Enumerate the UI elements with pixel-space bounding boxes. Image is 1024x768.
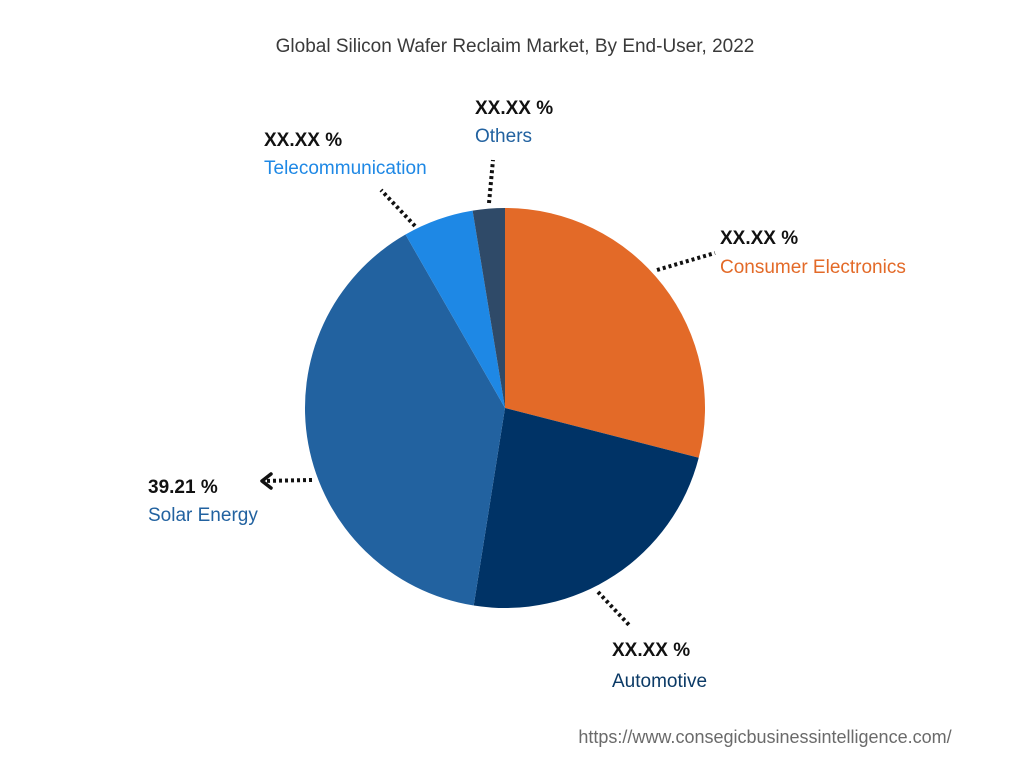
leader-line-consumer-electronics xyxy=(656,251,716,272)
chart-title: Global Silicon Wafer Reclaim Market, By … xyxy=(276,36,755,57)
pie-slice-telecommunication xyxy=(405,210,505,408)
leader-line-solar-energy xyxy=(261,478,313,483)
leader-arrow-icon xyxy=(260,472,273,490)
leader-lines xyxy=(260,159,716,628)
pie-slice-solar-energy xyxy=(304,234,505,606)
pie-slices xyxy=(304,208,706,609)
source-url: https://www.consegicbusinessintelligence… xyxy=(578,727,951,747)
category-label-consumer-electronics: Consumer Electronics xyxy=(720,257,906,278)
value-label-telecommunication: XX.XX % xyxy=(264,130,342,151)
value-label-consumer-electronics: XX.XX % xyxy=(720,228,798,249)
category-label-automotive: Automotive xyxy=(612,671,707,692)
value-label-solar-energy: 39.21 % xyxy=(148,477,218,498)
value-label-others: XX.XX % xyxy=(475,98,553,119)
slice-labels: XX.XX % Consumer Electronics XX.XX % Automo… xyxy=(148,98,906,692)
leader-line-telecommunication xyxy=(379,188,417,228)
pie-slice-automotive xyxy=(473,408,699,609)
category-label-solar-energy: Solar Energy xyxy=(148,505,258,526)
category-label-others: Others xyxy=(475,126,532,147)
leader-line-others xyxy=(487,159,495,204)
value-label-automotive: XX.XX % xyxy=(612,640,690,661)
pie-slice-consumer-electronics xyxy=(505,208,706,458)
pie-slice-others xyxy=(472,208,505,408)
category-label-telecommunication: Telecommunication xyxy=(264,158,427,179)
leader-line-automotive xyxy=(596,590,632,628)
